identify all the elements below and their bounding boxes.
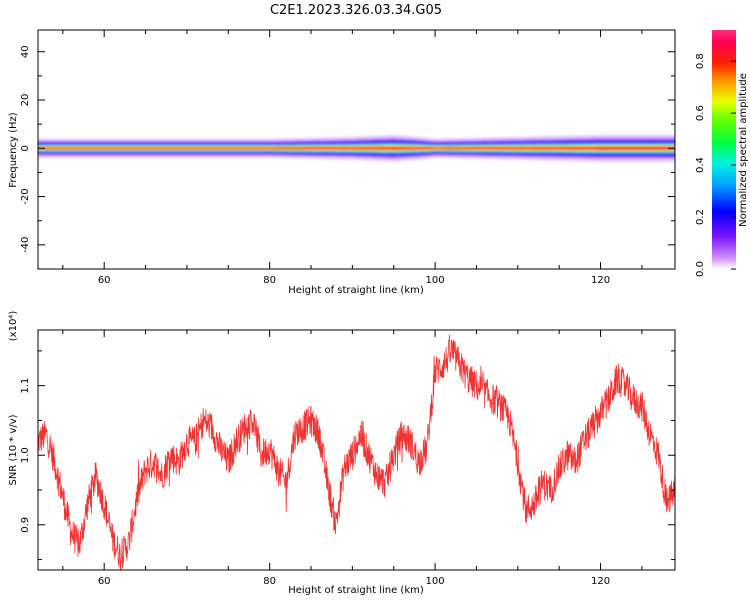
x-tick-label: 80 (263, 275, 276, 286)
y-tick-label: 1.1 (20, 378, 31, 394)
x-tick-label: 120 (591, 576, 610, 587)
x-tick-label: 60 (98, 275, 111, 286)
y-tick-label: 0 (20, 145, 31, 151)
x-tick-label: 120 (591, 275, 610, 286)
colorbar-tick-label: 0.2 (695, 209, 706, 225)
chart-title: C2E1.2023.326.03.34.G05 (270, 3, 442, 18)
y-tick-label: 0.9 (20, 517, 31, 533)
colorbar-tick-label: 0.4 (695, 157, 706, 173)
colorbar-gradient (712, 30, 736, 269)
colorbar-tick-label: 0.6 (695, 105, 706, 121)
snr-y-axis-label: SNR (10 * v/v) (8, 414, 19, 485)
heatmap-contour (38, 147, 675, 150)
x-tick-label: 100 (426, 576, 445, 587)
colorbar-label: Normalized spectral amplitude (738, 73, 749, 227)
snr-panel: 60 80 100 120 0.9 1.0 1.1 Height of straight l… (8, 311, 676, 596)
heatmap-frame (37, 29, 676, 270)
x-tick-label: 80 (263, 576, 276, 587)
y-tick-label: 20 (20, 94, 31, 107)
colorbar-tick-label: 0.0 (695, 261, 706, 277)
snr-series-line (38, 334, 675, 570)
heatmap-ticks: 60 80 100 120 -40 -20 0 20 40 (20, 30, 675, 286)
y-tick-label: 1.0 (20, 447, 31, 463)
snr-scale-label: (x10⁴) (8, 311, 19, 342)
heatmap-panel: 60 80 100 120 -40 -20 0 20 40 Height of straight… (8, 29, 676, 296)
heatmap-band (38, 134, 675, 162)
colorbar: 0.0 0.2 0.4 0.6 0.8 Normalized spectral ampl… (695, 30, 749, 277)
y-tick-label: 40 (20, 45, 31, 58)
snr-frame (37, 329, 676, 571)
snr-x-axis-label: Height of straight line (km) (288, 585, 424, 596)
y-tick-label: -20 (20, 188, 31, 204)
x-tick-label: 60 (98, 576, 111, 587)
heatmap-y-axis-label: Frequency (Hz) (8, 112, 19, 188)
heatmap-x-axis-label: Height of straight line (km) (288, 285, 424, 296)
snr-ticks: 60 80 100 120 0.9 1.0 1.1 (20, 330, 675, 587)
y-tick-label: -40 (20, 237, 31, 253)
colorbar-ticks: 0.0 0.2 0.4 0.6 0.8 (695, 53, 736, 277)
x-tick-label: 100 (426, 275, 445, 286)
colorbar-tick-label: 0.8 (695, 53, 706, 69)
